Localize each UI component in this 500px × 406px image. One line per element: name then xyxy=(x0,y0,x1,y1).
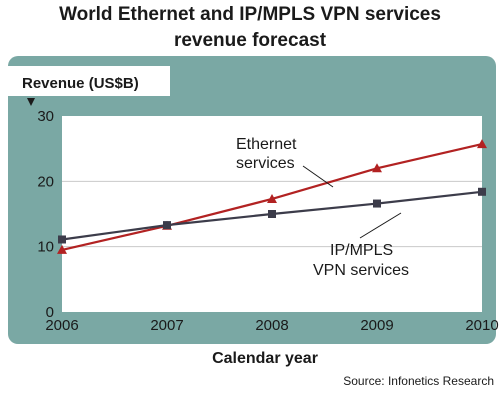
y-axis-label: Revenue (US$B) xyxy=(22,75,139,92)
y-tick-labels: 0 10 20 30 xyxy=(37,108,54,321)
x-tick-label: 2007 xyxy=(150,317,183,334)
data-point-square xyxy=(478,187,486,196)
y-tick-label: 10 xyxy=(37,239,54,256)
annotation-ethernet-leader xyxy=(302,165,334,188)
annotation-ethernet-line-2: services xyxy=(236,155,295,172)
data-point-triangle xyxy=(267,193,277,203)
annotation-ethernet-line-1: Ethernet xyxy=(236,136,297,153)
chart-title-line-1: World Ethernet and IP/MPLS VPN services xyxy=(59,4,441,25)
gridlines xyxy=(62,180,482,248)
data-point-triangle xyxy=(57,244,67,254)
data-point-square xyxy=(268,210,276,218)
y-tick-label: 20 xyxy=(37,173,54,190)
x-axis-label: Calendar year xyxy=(212,350,318,367)
x-tick-label: 2008 xyxy=(255,317,288,334)
x-tick-label: 2010 xyxy=(465,317,498,334)
source-note: Source: Infonetics Research xyxy=(343,374,494,388)
annotation-vpn: IP/MPLS VPN services xyxy=(313,212,409,279)
data-point-triangle xyxy=(372,163,382,173)
annotation-vpn-leader xyxy=(359,212,402,239)
y-tick-label: 30 xyxy=(37,108,54,125)
chart-title-line-2: revenue forecast xyxy=(174,30,327,51)
data-point-square xyxy=(58,235,66,244)
series-markers xyxy=(57,139,487,254)
x-tick-labels: 2006 2007 2008 2009 2010 xyxy=(45,317,498,334)
x-tick-label: 2006 xyxy=(45,317,78,334)
data-point-square xyxy=(373,199,381,208)
annotation-vpn-line-1: IP/MPLS xyxy=(330,242,393,259)
x-tick-label: 2009 xyxy=(360,317,393,334)
annotation-vpn-line-2: VPN services xyxy=(313,262,409,279)
y-axis-arrow-icon xyxy=(27,98,35,106)
ylabel-tab xyxy=(8,66,170,96)
annotation-ethernet: Ethernet services xyxy=(236,136,334,188)
data-point-triangle xyxy=(477,139,487,149)
data-point-square xyxy=(163,221,171,230)
y-tick-label: 0 xyxy=(46,304,54,321)
